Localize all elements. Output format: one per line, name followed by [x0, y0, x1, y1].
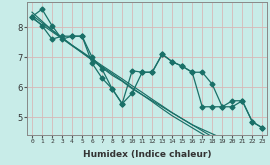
X-axis label: Humidex (Indice chaleur): Humidex (Indice chaleur) — [83, 150, 211, 159]
